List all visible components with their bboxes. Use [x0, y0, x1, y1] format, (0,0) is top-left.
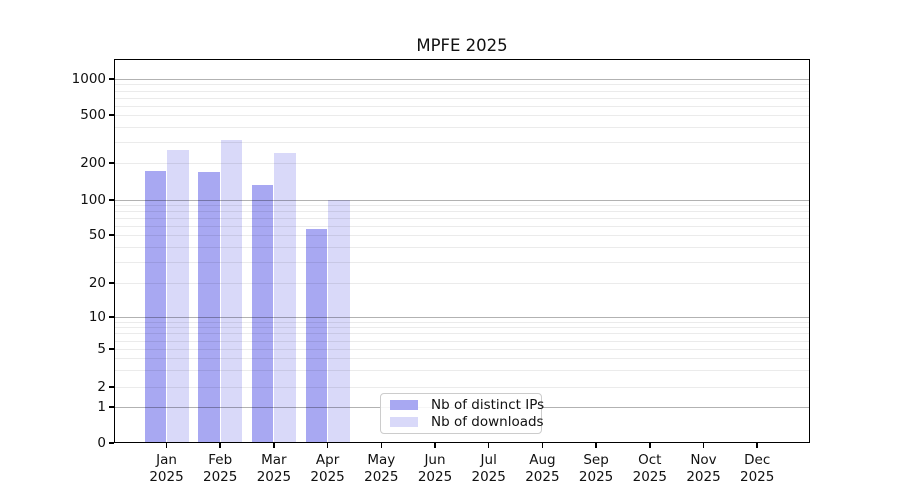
bar-distinct-ips: [144, 171, 166, 443]
legend: Nb of distinct IPs Nb of downloads: [380, 393, 544, 434]
y-tick-mark-1000: [109, 78, 114, 80]
y-tick-label-50: 50: [88, 227, 106, 243]
y-tick-label-5: 5: [97, 341, 106, 357]
x-tick-mark-apr: [326, 443, 329, 448]
x-tick-label-feb: Feb 2025: [203, 452, 238, 485]
x-tick-label-oct: Oct 2025: [632, 452, 667, 485]
x-tick-mark-feb: [219, 443, 221, 448]
legend-label-distinct-ips: Nb of distinct IPs: [431, 396, 545, 413]
x-tick-label-nov: Nov 2025: [686, 452, 721, 485]
x-tick-label-dec: Dec 2025: [740, 452, 775, 485]
x-tick-mark-dec: [756, 443, 758, 448]
y-tick-mark-0: [109, 442, 114, 444]
bar-downloads: [167, 150, 189, 443]
x-tick-mark-sep: [595, 443, 597, 448]
x-tick-label-apr: Apr 2025: [310, 452, 345, 485]
y-tick-mark-200: [109, 162, 114, 164]
gridline-minor-200: [114, 163, 810, 164]
legend-row-downloads: Nb of downloads: [390, 414, 544, 430]
x-tick-mark-jan: [165, 443, 168, 448]
bar-distinct-ips: [251, 185, 274, 443]
gridline-minor-600: [114, 105, 810, 107]
bar-downloads: [220, 140, 243, 443]
x-tick-label-mar: Mar 2025: [256, 452, 292, 485]
bar-distinct-ips: [198, 171, 220, 443]
x-tick-label-sep: Sep 2025: [578, 452, 614, 485]
y-tick-label-1: 1: [97, 399, 106, 415]
bar-distinct-ips: [305, 229, 328, 443]
x-tick-mark-nov: [702, 443, 705, 448]
x-tick-mark-jun: [434, 443, 436, 448]
x-tick-mark-may: [380, 443, 383, 448]
x-tick-label-jan: Jan 2025: [149, 452, 184, 485]
gridline-minor-300: [114, 141, 810, 143]
y-tick-mark-2: [109, 386, 114, 388]
y-tick-mark-500: [109, 114, 114, 116]
gridline-minor-400: [114, 126, 810, 128]
y-tick-mark-10: [109, 316, 114, 318]
y-tick-label-2: 2: [97, 379, 106, 395]
gridline-minor-700: [114, 97, 810, 99]
y-tick-mark-100: [109, 199, 114, 201]
y-tick-label-10: 10: [88, 309, 106, 325]
y-tick-label-100: 100: [80, 192, 106, 208]
legend-swatch-distinct-ips: [390, 399, 418, 410]
y-tick-label-0: 0: [97, 435, 106, 451]
x-tick-mark-mar: [273, 443, 275, 448]
y-tick-mark-20: [109, 282, 114, 284]
bar-downloads: [274, 153, 296, 443]
y-tick-label-200: 200: [80, 155, 106, 171]
plot-area: [114, 59, 810, 443]
y-tick-label-20: 20: [88, 275, 106, 291]
legend-row-distinct-ips: Nb of distinct IPs: [390, 397, 544, 413]
bar-downloads: [328, 200, 350, 443]
y-tick-label-1000: 1000: [71, 71, 106, 87]
gridline-minor-500: [114, 115, 810, 116]
y-tick-mark-5: [109, 348, 114, 350]
gridline-minor-900: [114, 84, 810, 86]
legend-label-downloads: Nb of downloads: [431, 414, 544, 431]
legend-swatch-downloads: [390, 417, 418, 428]
y-tick-mark-50: [109, 234, 114, 236]
gridline-minor-800: [114, 90, 810, 92]
x-tick-mark-aug: [541, 443, 544, 448]
y-tick-mark-1: [109, 406, 114, 408]
gridline-major-1000: [114, 79, 810, 80]
chart-title: MPFE 2025: [416, 36, 508, 55]
x-tick-label-aug: Aug 2025: [525, 452, 560, 485]
x-tick-label-may: May 2025: [364, 452, 399, 485]
x-tick-label-jul: Jul 2025: [471, 452, 506, 485]
x-tick-mark-oct: [649, 443, 651, 448]
x-tick-label-jun: Jun 2025: [417, 452, 453, 485]
x-tick-mark-jul: [487, 443, 490, 448]
y-tick-label-500: 500: [80, 107, 106, 123]
